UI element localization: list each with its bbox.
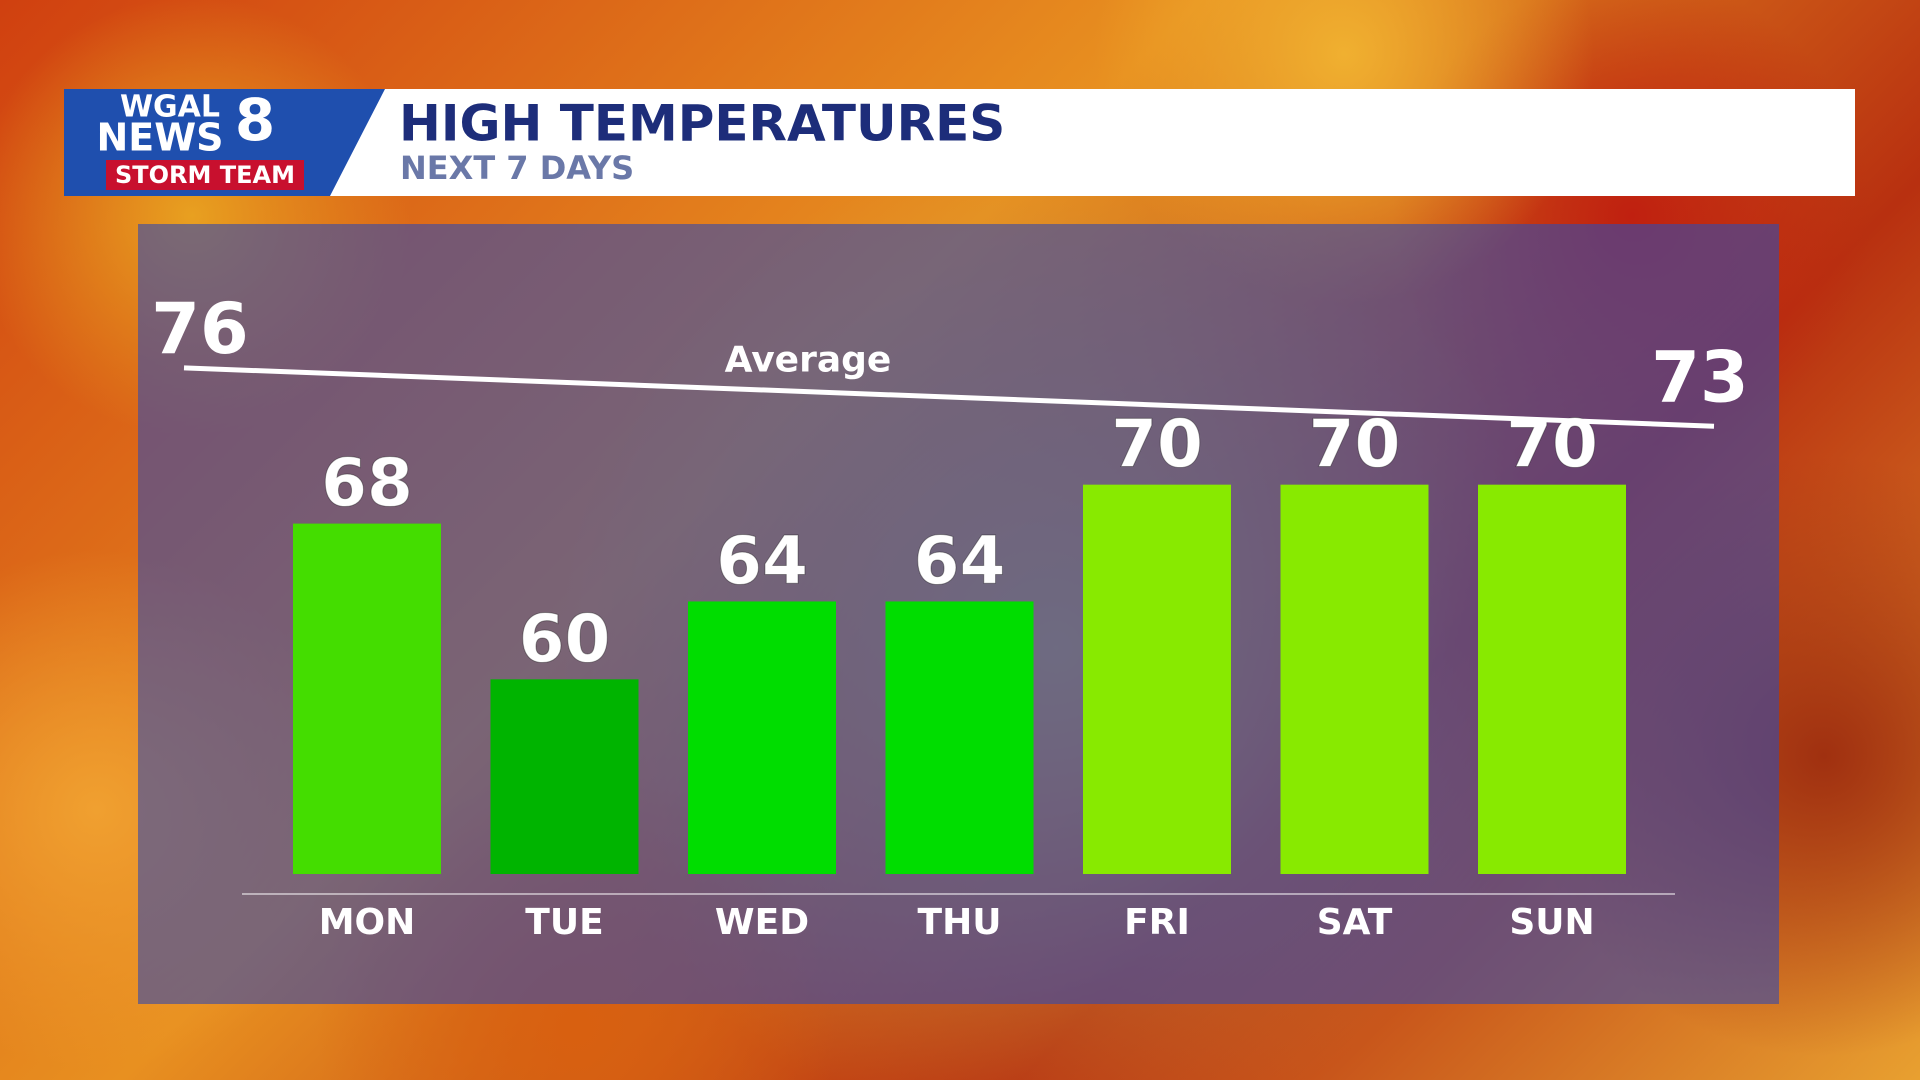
bar	[885, 601, 1034, 874]
value-label: 60	[519, 600, 611, 677]
x-tick-label: FRI	[1124, 902, 1190, 943]
x-tick-label: SUN	[1509, 902, 1594, 943]
x-tick-label: MON	[319, 902, 416, 943]
average-label: Average	[725, 340, 892, 381]
average-end-label: 73	[1651, 336, 1748, 418]
logo-team: STORM TEAM	[115, 161, 295, 189]
logo-brand: NEWS	[96, 116, 223, 160]
value-label: 70	[1309, 406, 1401, 483]
value-label: 64	[716, 523, 808, 600]
logo-team-box	[106, 160, 304, 190]
x-tick-label: THU	[918, 902, 1002, 943]
logo-channel: 8	[235, 86, 275, 154]
value-label: 64	[914, 523, 1006, 600]
bar	[1280, 484, 1429, 874]
bar	[1083, 484, 1231, 874]
chart-title: HIGH TEMPERATURES	[399, 95, 1005, 153]
bar	[1478, 484, 1626, 874]
logo-station: WGAL	[120, 90, 220, 125]
x-tick-label: SAT	[1317, 902, 1393, 943]
bar	[490, 679, 639, 874]
x-tick-label: WED	[715, 902, 809, 943]
average-start-label: 76	[151, 288, 248, 370]
bar	[293, 523, 441, 874]
chart-subtitle: NEXT 7 DAYS	[400, 149, 634, 187]
average-line	[183, 365, 1715, 429]
value-label: 70	[1111, 406, 1203, 483]
bar	[688, 601, 836, 874]
header-bar	[330, 89, 1855, 196]
x-tick-label: TUE	[525, 902, 603, 943]
value-label: 68	[321, 445, 413, 522]
